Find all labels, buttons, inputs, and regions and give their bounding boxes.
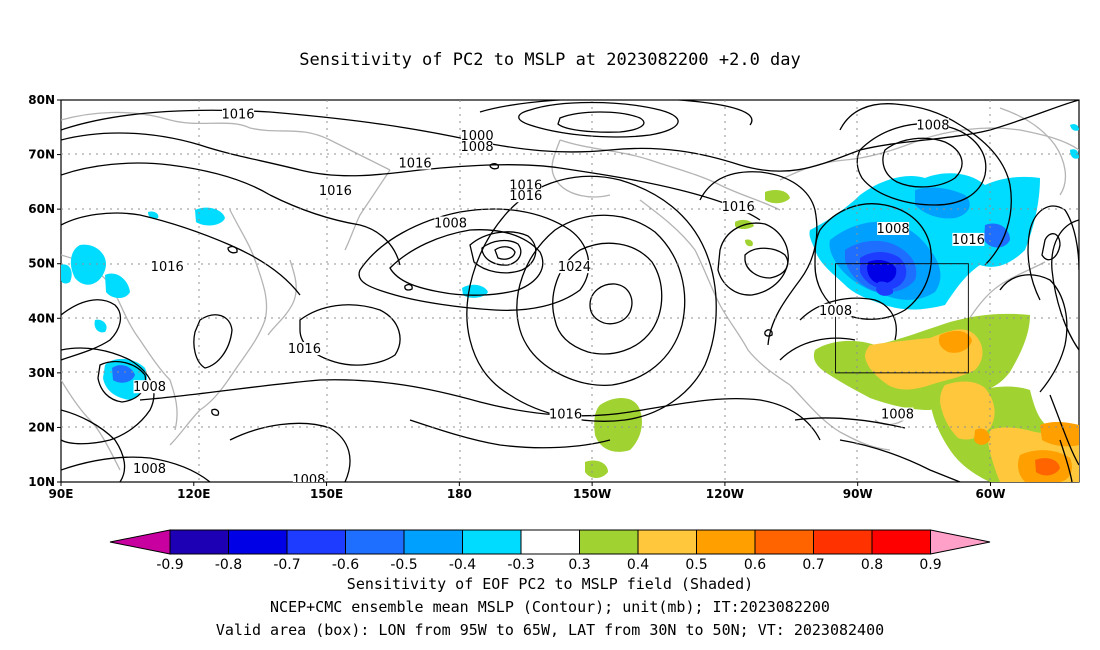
contour-label: 1016 [288, 342, 321, 357]
lat-tick-label: 80N [28, 93, 55, 107]
contour-label-bg [461, 140, 494, 154]
contour-label-bg [509, 178, 542, 192]
contour-label-bg [558, 260, 591, 274]
colorbar-tick-label: -0.3 [507, 557, 534, 573]
lat-tick-label: 30N [28, 366, 55, 380]
colorbar-segment [520, 529, 580, 555]
contour-label: 1008 [819, 304, 852, 319]
contour-label: 1024 [558, 260, 591, 275]
colorbar-segment [754, 529, 814, 555]
lat-tick-label: 60N [28, 202, 55, 216]
lon-tick-label: 90E [49, 487, 74, 501]
contour-label-bg [509, 189, 542, 203]
contour-label-bg [133, 380, 166, 394]
colorbar-tick-label: -0.5 [390, 557, 417, 573]
colorbar-tick-label: 0.4 [627, 557, 649, 573]
colorbar-segment [345, 529, 405, 555]
colorbar-tick-label: 0.5 [685, 557, 707, 573]
map-title: Sensitivity of PC2 to MSLP at 2023082200… [299, 50, 801, 70]
contour-label: 1016 [221, 107, 254, 122]
contour-label: 1008 [434, 217, 467, 232]
lon-tick-label: 90W [843, 487, 873, 501]
lon-tick-label: 120E [177, 487, 210, 501]
contour-label: 1016 [549, 408, 582, 423]
colorbar-tick-label: 0.3 [568, 557, 590, 573]
lat-tick-label: 20N [28, 420, 55, 434]
lat-tick-label: 70N [28, 148, 55, 162]
contour-label-bg [319, 183, 352, 197]
colorbar-left-tip [109, 529, 171, 555]
contour-label-bg [916, 118, 949, 132]
contour-label-bg [722, 200, 755, 214]
colorbar-segment [403, 529, 463, 555]
lon-tick-label: 150W [573, 487, 611, 501]
lat-tick-label: 10N [28, 475, 55, 489]
colorbar-segment [696, 529, 756, 555]
colorbar: -0.9 -0.8 -0.7 -0.6 -0.5 -0.4 -0.3 0.3 0.4 0.5 0.6… [109, 529, 991, 573]
colorbar-tick-label: -0.8 [215, 557, 242, 573]
lat-tick-label: 50N [28, 257, 55, 271]
contour-label-bg [819, 303, 852, 317]
colorbar-tick-label: -0.9 [156, 557, 183, 573]
contour-label-bg [151, 260, 184, 274]
colorbar-segment [637, 529, 697, 555]
colorbar-tick-label: 0.8 [861, 557, 883, 573]
colorbar-tick-label: 0.9 [919, 557, 941, 573]
colorbar-segment [579, 529, 639, 555]
colorbar-segment [286, 529, 346, 555]
contour-label: 1016 [952, 233, 985, 248]
colorbar-tick-label: 0.6 [744, 557, 766, 573]
latitude-axis: 80N 70N 60N 50N 40N 30N 20N 10N [28, 93, 61, 489]
contour-label: 1008 [133, 462, 166, 477]
contour-label: 1008 [461, 140, 494, 155]
valid-area-box [835, 263, 969, 374]
contour-label-bg [461, 129, 494, 143]
caption-contour: NCEP+CMC ensemble mean MSLP (Contour); u… [270, 598, 830, 616]
contour-label: 1016 [722, 200, 755, 215]
colorbar-tick-label: -0.4 [449, 557, 476, 573]
longitude-axis: 90E 120E 150E 180 150W 120W 90W 60W [49, 482, 1006, 501]
contour-label-bg [549, 407, 582, 421]
colorbar-tick-label: 0.7 [802, 557, 824, 573]
contour-label: 1016 [319, 184, 352, 199]
contour-label-bg [222, 107, 255, 121]
caption-shading: Sensitivity of EOF PC2 to MSLP field (Sh… [346, 575, 754, 593]
contour-label: 1008 [916, 118, 949, 133]
contour-label: 1016 [151, 260, 184, 275]
contour-label: 1016 [399, 156, 432, 171]
colorbar-tick-label: -0.7 [273, 557, 300, 573]
contour-label-bg [292, 473, 325, 482]
contour-label-bg [434, 216, 467, 230]
lon-tick-label: 120W [706, 487, 744, 501]
lon-tick-label: 150E [310, 487, 343, 501]
contour-label: 1016 [509, 189, 542, 204]
contour-label-bg [399, 156, 432, 170]
contour-label-bg [877, 221, 910, 235]
colorbar-tick-label: -0.6 [332, 557, 359, 573]
colorbar-right-tip [930, 529, 991, 555]
contour-label: 1008 [881, 408, 914, 423]
caption-valid-area: Valid area (box): LON from 95W to 65W, L… [215, 621, 885, 639]
colorbar-segment [169, 529, 229, 555]
lon-tick-label: 60W [976, 487, 1006, 501]
contour-label: 1008 [292, 473, 325, 488]
colorbar-segment [462, 529, 522, 555]
contour-label-bg [881, 407, 914, 421]
contour-label: 1008 [877, 222, 910, 237]
contour-label-bg [133, 462, 166, 476]
contour-label-bg [952, 232, 985, 246]
colorbar-segment [228, 529, 288, 555]
lat-tick-label: 40N [28, 311, 55, 325]
contour-label-bg [288, 342, 321, 356]
lon-tick-label: 180 [447, 487, 472, 501]
mslp-contours [61, 100, 1079, 482]
contour-label: 1008 [133, 380, 166, 395]
colorbar-segment [813, 529, 873, 555]
colorbar-segment [871, 529, 931, 555]
